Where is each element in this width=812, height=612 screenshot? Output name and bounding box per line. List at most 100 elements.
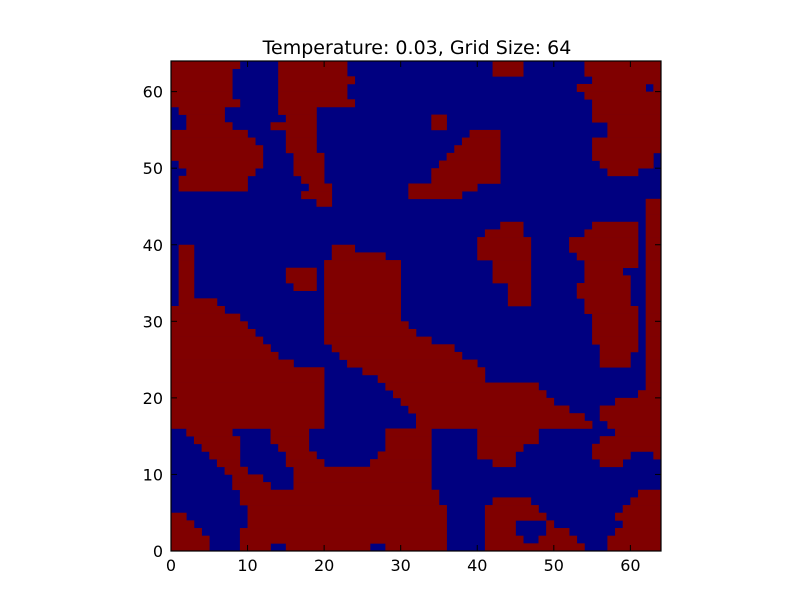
spin-up-cell-run (324, 306, 401, 314)
spin-up-cell-run (171, 61, 241, 69)
y-tick-label: 20 (143, 389, 163, 408)
spin-up-cell-run (599, 351, 631, 360)
spin-up-cell-run (592, 106, 662, 115)
y-tick-label: 30 (143, 312, 163, 331)
spin-up-cell-run (653, 83, 662, 92)
spin-up-cell-run (171, 413, 325, 422)
spin-up-cell-run (645, 244, 662, 253)
spin-up-cell-run (171, 543, 210, 552)
spin-up-cell-run (484, 229, 524, 238)
spin-up-cell-run (171, 152, 264, 161)
y-tick-label: 60 (143, 83, 163, 102)
spin-up-cell-run (171, 359, 294, 368)
spin-up-cell-run (416, 413, 585, 422)
spin-up-cell-run (239, 543, 271, 552)
spin-up-cell-run (178, 290, 195, 299)
spin-up-cell-run (645, 344, 662, 353)
spin-up-cell-run (431, 175, 501, 184)
spin-up-cell-run (171, 512, 187, 521)
spin-up-cell-run (569, 244, 639, 253)
spin-up-cell-run (186, 114, 225, 123)
spin-up-cell-run (477, 443, 524, 452)
spin-up-cell-run (293, 152, 325, 161)
spin-up-cell-run (270, 428, 310, 437)
spin-up-cell-run (576, 252, 639, 261)
lattice-cells (171, 61, 662, 552)
spin-up-cell-run (393, 390, 547, 399)
spin-up-cell-run (324, 321, 409, 330)
spin-up-cell-run (431, 114, 447, 123)
spin-up-cell-run (622, 505, 662, 514)
spin-up-cell-run (592, 336, 639, 345)
x-tick-label: 10 (237, 556, 257, 575)
spin-up-cell-run (377, 374, 486, 383)
spin-up-cell-run (285, 114, 317, 123)
spin-up-cell-run (599, 405, 662, 414)
spin-up-cell-run (232, 474, 264, 483)
spin-up-cell-run (308, 183, 333, 192)
spin-up-cell-run (645, 382, 662, 391)
spin-up-cell-run (285, 459, 325, 468)
spin-up-cell-run (592, 76, 662, 85)
spin-up-cell-run (638, 489, 662, 498)
spin-up-cell-run (461, 137, 501, 146)
spin-up-cell-run (645, 214, 662, 223)
plot-frame (170, 60, 662, 552)
spin-up-cell-run (239, 535, 447, 544)
spin-up-cell-run (171, 313, 241, 322)
x-tick-label: 0 (166, 556, 176, 575)
spin-up-cell-run (171, 83, 233, 92)
y-tick-label: 40 (143, 236, 163, 255)
spin-up-cell-run (178, 160, 264, 169)
spin-up-cell-run (584, 229, 639, 238)
spin-up-cell-run (316, 198, 333, 207)
spin-up-cell-run (171, 328, 256, 337)
spin-up-cell-run (645, 275, 662, 284)
spin-up-cell-run (171, 336, 264, 345)
spin-up-cell-run (584, 306, 639, 314)
spin-up-cell-run (431, 168, 501, 177)
spin-up-cell-run (178, 106, 225, 115)
spin-up-cell-run (607, 122, 662, 131)
spin-up-cell-run (324, 267, 401, 276)
spin-up-cell-run (408, 405, 570, 414)
spin-up-cell-run (171, 68, 233, 77)
spin-up-cell-run (385, 428, 432, 437)
spin-up-cell-run (324, 328, 417, 337)
spin-up-cell-run (178, 244, 195, 253)
spin-up-cell-run (178, 260, 195, 269)
spin-up-cell-run (293, 474, 432, 483)
spin-up-cell-run (492, 275, 532, 284)
spin-up-cell-run (645, 374, 662, 383)
spin-up-cell-run (592, 221, 639, 230)
spin-up-cell-run (178, 283, 195, 291)
spin-up-cell-run (293, 482, 432, 491)
x-axis: 0 10 20 30 40 50 60 (166, 61, 641, 575)
spin-up-cell-run (607, 535, 662, 544)
spin-up-cell-run (293, 283, 317, 291)
spin-up-cell-run (592, 451, 631, 460)
spin-up-cell-run (239, 489, 440, 498)
spin-up-cell-run (645, 267, 662, 276)
spin-up-cell-run (171, 306, 225, 314)
spin-up-cell-run (247, 512, 447, 521)
spin-up-cell-run (331, 252, 386, 261)
spin-up-cell-run (362, 367, 486, 376)
spin-up-cell-run (492, 61, 524, 69)
spin-up-cell-run (492, 459, 516, 468)
spin-up-cell-run (431, 122, 447, 131)
spin-up-cell-run (331, 344, 455, 353)
spin-up-cell-run (278, 99, 356, 108)
spin-up-cell-run (622, 520, 662, 529)
spin-up-cell-run (484, 535, 524, 544)
spin-up-cell-run (285, 451, 317, 460)
spin-up-cell-run (492, 267, 532, 276)
spin-up-cell-run (324, 298, 401, 307)
spin-up-cell-run (278, 443, 310, 452)
spin-up-cell-run (293, 168, 325, 177)
spin-up-cell-run (239, 528, 447, 536)
spin-up-cell-run (285, 145, 317, 154)
spin-up-cell-run (592, 114, 662, 123)
spin-up-cell-run (171, 321, 248, 330)
